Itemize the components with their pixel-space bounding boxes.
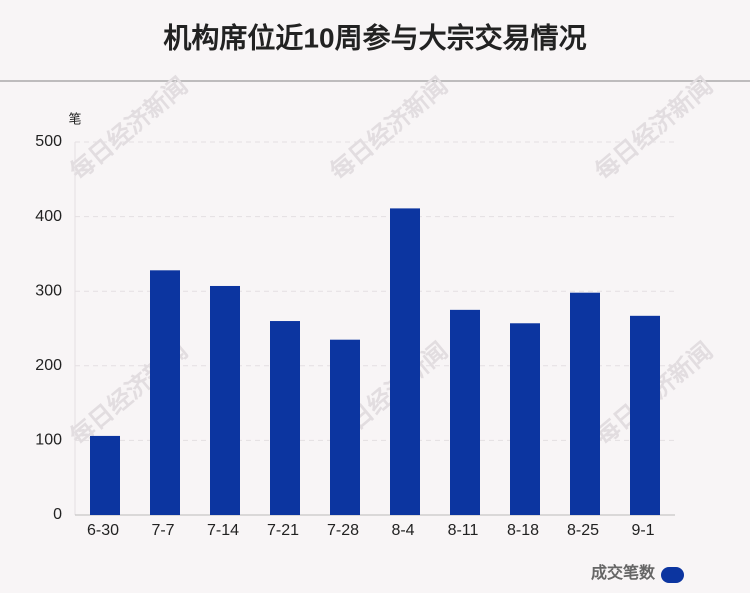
y-tick-label: 500 [35, 133, 62, 150]
bar [150, 270, 180, 515]
y-tick-label: 0 [53, 506, 62, 523]
bar [630, 315, 660, 515]
x-tick-label: 9-1 [631, 522, 654, 539]
bar [90, 435, 120, 515]
bar [330, 339, 360, 515]
x-tick-label: 8-4 [391, 522, 414, 539]
x-tick-label: 8-18 [507, 522, 539, 539]
legend-label: 成交笔数 [591, 563, 656, 582]
bar [450, 309, 480, 515]
y-tick-label: 100 [35, 432, 62, 449]
bar [390, 208, 420, 516]
y-tick-label: 200 [35, 357, 62, 374]
bar [270, 321, 300, 515]
x-tick-label: 8-25 [567, 522, 599, 539]
y-axis-label: 笔 [68, 111, 81, 126]
legend-swatch [661, 567, 684, 583]
y-tick-label: 400 [35, 208, 62, 225]
x-tick-label: 7-14 [207, 522, 239, 539]
x-tick-label: 7-7 [151, 522, 174, 539]
x-tick-label: 7-21 [267, 522, 299, 539]
bar [570, 292, 600, 515]
chart-title: 机构席位近10周参与大宗交易情况 [163, 21, 586, 53]
x-tick-label: 8-11 [448, 522, 479, 539]
x-tick-label: 7-28 [327, 522, 359, 539]
y-tick-label: 300 [35, 282, 62, 299]
bar [210, 285, 240, 515]
x-tick-label: 6-30 [87, 522, 119, 539]
bar [510, 323, 540, 515]
